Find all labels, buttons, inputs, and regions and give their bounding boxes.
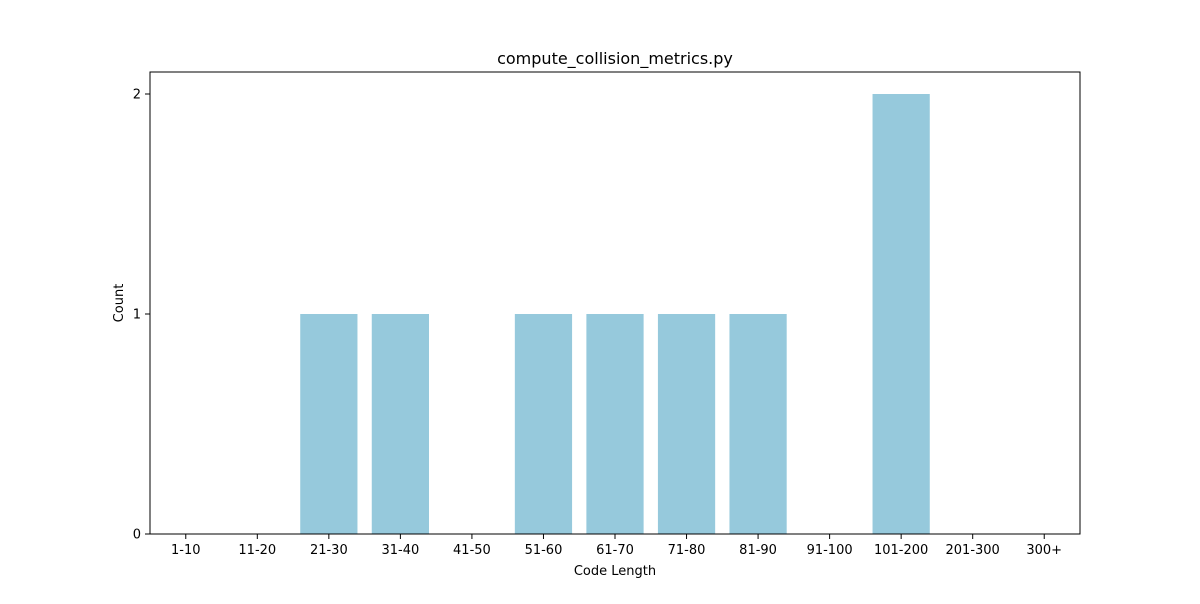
x-tick-label: 61-70	[596, 543, 634, 558]
x-tick-label: 51-60	[525, 543, 563, 558]
x-tick-label: 41-50	[453, 543, 491, 558]
bar-101-200	[872, 94, 930, 534]
x-axis: 1-10 11-20 21-30 31-40 41-50 51-60 61-70 71-80 8…	[171, 534, 1062, 558]
bars-layer	[300, 94, 930, 534]
x-tick-label: 71-80	[668, 543, 706, 558]
x-tick-label: 11-20	[238, 543, 276, 558]
x-tick-label: 101-200	[874, 543, 928, 558]
y-axis: 0 1 2	[133, 88, 150, 543]
y-tick-label: 1	[133, 308, 141, 323]
chart-title: compute_collision_metrics.py	[497, 49, 733, 69]
x-axis-title: Code Length	[574, 564, 656, 579]
y-tick-label: 0	[133, 528, 141, 543]
bar-71-80	[657, 314, 716, 534]
bar-51-60	[514, 314, 573, 534]
bar-61-70	[586, 314, 644, 534]
bar-21-30	[300, 314, 358, 534]
x-tick-label: 31-40	[381, 543, 419, 558]
y-axis-title: Count	[112, 284, 127, 323]
x-tick-label: 91-100	[807, 543, 853, 558]
x-tick-label: 300+	[1026, 543, 1062, 558]
bar-81-90	[729, 314, 787, 534]
x-tick-label: 1-10	[171, 543, 201, 558]
bar-31-40	[371, 314, 429, 534]
y-tick-label: 2	[133, 88, 141, 103]
x-tick-label: 81-90	[739, 543, 777, 558]
x-tick-label: 21-30	[310, 543, 348, 558]
x-tick-label: 201-300	[946, 543, 1000, 558]
